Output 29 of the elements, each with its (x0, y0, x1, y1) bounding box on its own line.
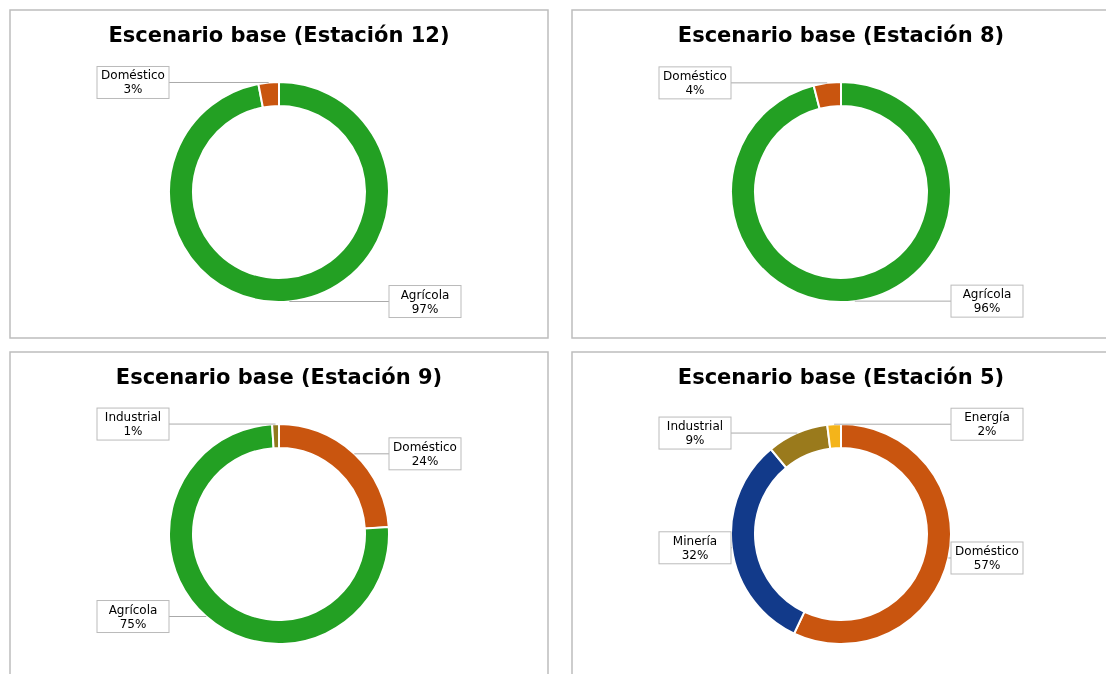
chart-title: Escenario base (Estación 5) (677, 365, 1005, 389)
chart-title: Escenario base (Estación 8) (677, 23, 1005, 47)
data-label: 57% (973, 558, 1001, 572)
slice-label: Minería (672, 533, 718, 548)
data-label: 9% (685, 433, 705, 448)
slice-label: Doméstico (393, 439, 457, 454)
slice-label: Agrícola (962, 287, 1012, 302)
donut-slice (730, 81, 952, 303)
slice-label: Doméstico (101, 68, 165, 83)
data-label: 24% (411, 453, 439, 468)
slice-label: Doméstico (955, 544, 1019, 558)
data-label: 32% (681, 547, 709, 562)
slice-label: Industrial (666, 419, 724, 434)
slice-label: Agrícola (108, 602, 158, 617)
chart-title: Escenario base (Estación 12) (108, 23, 450, 47)
donut-slice (168, 81, 390, 303)
data-label: 4% (685, 82, 705, 97)
chart-title: Escenario base (Estación 9) (115, 365, 443, 389)
slice-label: Doméstico (663, 68, 727, 83)
slice-label: Energía (964, 410, 1010, 425)
data-label: 2% (977, 424, 997, 439)
data-label: 1% (123, 424, 143, 439)
slice-label: Agrícola (400, 287, 450, 302)
donut-slice (168, 423, 390, 645)
slice-label: Industrial (104, 410, 162, 425)
data-label: 3% (123, 82, 143, 97)
data-label: 96% (973, 301, 1001, 316)
data-label: 97% (411, 301, 439, 316)
data-label: 75% (119, 616, 147, 631)
